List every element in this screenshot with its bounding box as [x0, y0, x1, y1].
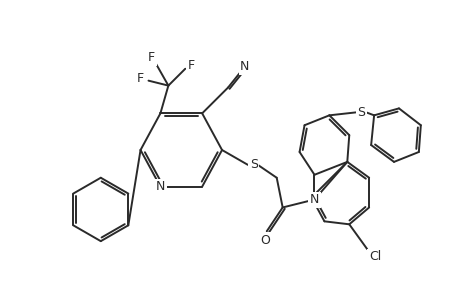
- Text: F: F: [137, 72, 144, 85]
- Text: O: O: [259, 234, 269, 247]
- Text: Cl: Cl: [368, 250, 381, 263]
- Text: S: S: [357, 106, 364, 119]
- Text: S: S: [249, 158, 257, 171]
- Text: N: N: [156, 180, 165, 193]
- Text: F: F: [148, 51, 155, 64]
- Text: N: N: [240, 60, 249, 73]
- Text: N: N: [309, 193, 319, 206]
- Text: F: F: [187, 59, 194, 72]
